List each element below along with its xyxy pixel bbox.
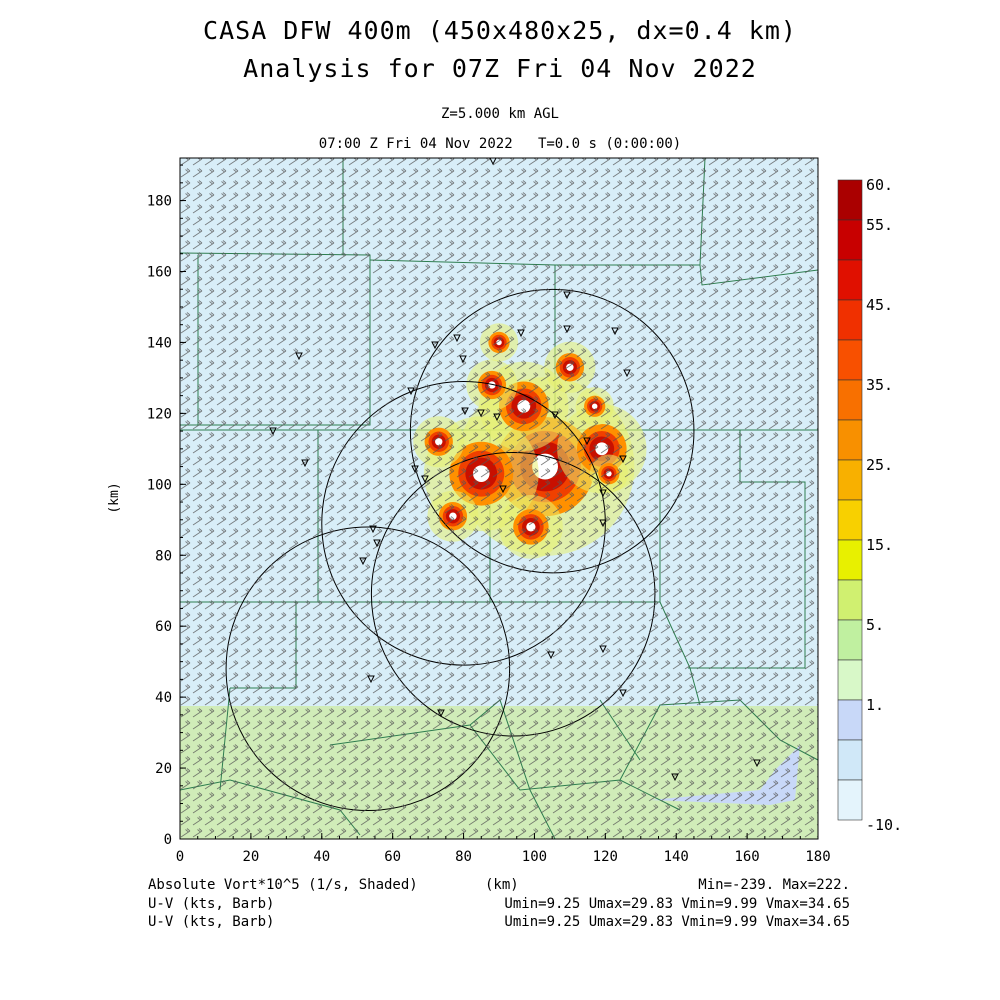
y-tick-label: 40: [155, 690, 172, 706]
colorbar: 60. 55. 45. 35. 25. 15. 5. 1. -10.: [837, 176, 902, 834]
x-tick-label: 40: [313, 849, 330, 865]
colorbar-segment: [837, 659, 863, 701]
x-tick-label: 180: [805, 849, 830, 865]
colorbar-label: 15.: [866, 536, 893, 554]
colorbar-segment: [837, 779, 863, 821]
y-tick-label: 20: [155, 761, 172, 777]
colorbar-segment: [837, 219, 863, 261]
title-line2: Analysis for 07Z Fri 04 Nov 2022: [243, 54, 757, 83]
time-line: 07:00 Z Fri 04 Nov 2022 T=0.0 s (0:00:00…: [0, 136, 1000, 152]
x-tick-label: 160: [734, 849, 759, 865]
elapsed-time: T=0.0 s (0:00:00): [537, 136, 682, 152]
y-tick-label: 0: [164, 832, 172, 848]
x-axis-label: (km): [485, 877, 519, 893]
x-axis: 0 20 40 60 80 100 120 140 160 180: [176, 833, 831, 865]
valid-time: 07:00 Z Fri 04 Nov 2022: [318, 136, 513, 152]
y-tick-label: 80: [155, 548, 172, 564]
colorbar-label: -10.: [866, 816, 902, 834]
barb1-label: U-V (kts, Barb): [148, 896, 275, 912]
y-tick-label: 100: [147, 477, 172, 493]
y-tick-label: 180: [147, 194, 172, 210]
y-tick-label: 160: [147, 265, 172, 281]
x-tick-label: 120: [593, 849, 618, 865]
y-axis: 0 20 40 60 80 100 120 140 160 180: [147, 164, 186, 848]
x-tick-label: 80: [455, 849, 472, 865]
colorbar-label: 60.: [866, 176, 893, 194]
x-tick-label: 20: [242, 849, 259, 865]
colorbar-segment: [837, 299, 863, 341]
colorbar-segment: [837, 539, 863, 581]
colorbar-segment: [837, 179, 863, 221]
colorbar-label: 5.: [866, 616, 884, 634]
colorbar-segment: [837, 699, 863, 741]
colorbar-label: 35.: [866, 376, 893, 394]
title-line1: CASA DFW 400m (450x480x25, dx=0.4 km): [203, 16, 797, 45]
y-tick-label: 60: [155, 619, 172, 635]
wind-barbs: [180, 158, 818, 839]
colorbar-segment: [837, 739, 863, 781]
colorbar-label: 55.: [866, 216, 893, 234]
colorbar-segment: [837, 579, 863, 621]
x-tick-label: 60: [384, 849, 401, 865]
x-tick-label: 140: [664, 849, 689, 865]
colorbar-segment: [837, 499, 863, 541]
minmax-label: Min=-239. Max=222.: [698, 877, 850, 893]
colorbar-segment: [837, 619, 863, 661]
colorbar-segment: [837, 339, 863, 381]
colorbar-segment: [837, 459, 863, 501]
barb1-stats: Umin=9.25 Umax=29.83 Vmin=9.99 Vmax=34.6…: [504, 896, 850, 912]
level-label: Z=5.000 km AGL: [440, 106, 559, 122]
colorbar-label: 1.: [866, 696, 884, 714]
station-markers: [269, 158, 761, 782]
y-axis-label: (km): [107, 482, 122, 513]
colorbar-label: 25.: [866, 456, 893, 474]
colorbar-segment: [837, 419, 863, 461]
colorbar-segment: [837, 259, 863, 301]
colorbar-segment: [837, 379, 863, 421]
field-label: Absolute Vort*10^5 (1/s, Shaded): [148, 877, 418, 893]
y-tick-label: 140: [147, 335, 172, 351]
y-tick-label: 120: [147, 406, 172, 422]
colorbar-label: 45.: [866, 296, 893, 314]
x-tick-label: 0: [176, 849, 184, 865]
map-area: [180, 158, 818, 839]
barb2-stats: Umin=9.25 Umax=29.83 Vmin=9.99 Vmax=34.6…: [504, 914, 850, 930]
x-tick-label: 100: [522, 849, 547, 865]
barb2-label: U-V (kts, Barb): [148, 914, 275, 930]
